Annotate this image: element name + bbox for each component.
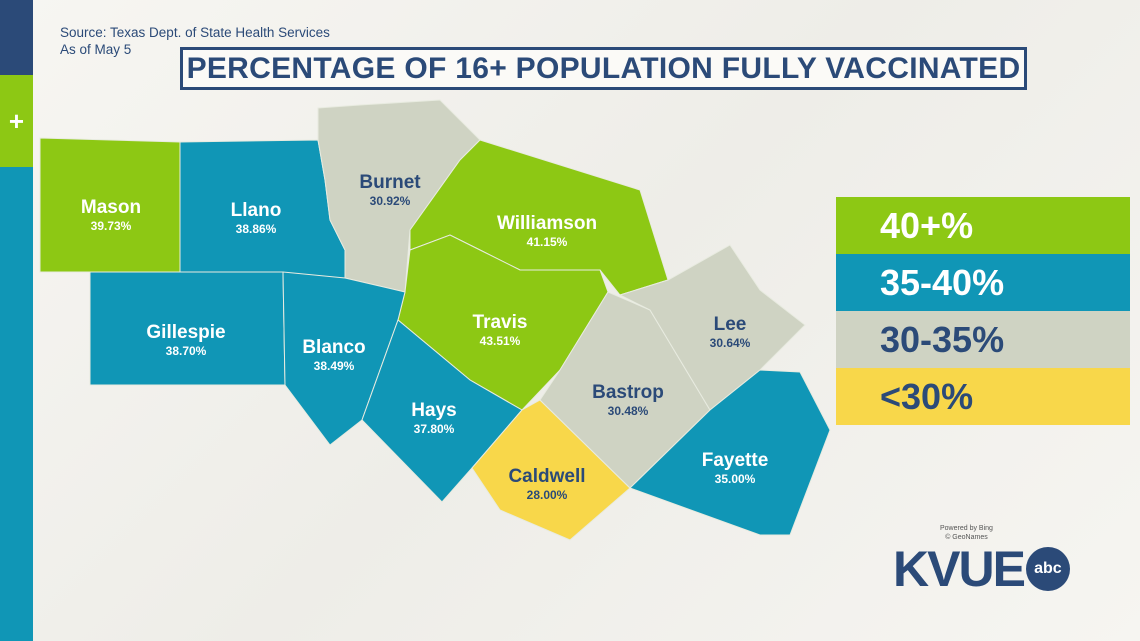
as-of-date: As of May 5 bbox=[60, 42, 132, 57]
county-label-mason: Mason 39.73% bbox=[80, 197, 142, 233]
sidebar-navy-block bbox=[0, 0, 33, 75]
county-label-gillespie: Gillespie 38.70% bbox=[146, 322, 226, 358]
county-label-caldwell: Caldwell 28.00% bbox=[508, 466, 586, 502]
source-text: Source: Texas Dept. of State Health Serv… bbox=[60, 25, 330, 40]
map-credit: Powered by Bing © GeoNames bbox=[940, 524, 993, 542]
county-label-hays: Hays 37.80% bbox=[411, 400, 457, 436]
county-lee bbox=[618, 244, 806, 411]
credit-bing: Powered by Bing bbox=[940, 525, 993, 532]
page-title: PERCENTAGE OF 16+ POPULATION FULLY VACCI… bbox=[180, 47, 1027, 90]
legend-item-30-35: 30-35% bbox=[836, 311, 1130, 368]
legend-item-under-30: <30% bbox=[836, 368, 1130, 425]
county-label-llano: Llano 38.86% bbox=[230, 200, 282, 236]
source-note: Source: Texas Dept. of State Health Serv… bbox=[60, 24, 330, 58]
abc-logo: abc bbox=[1025, 547, 1070, 591]
kvue-logo: KVUE abc bbox=[893, 540, 1070, 598]
legend-item-35-40: 35-40% bbox=[836, 254, 1130, 311]
legend: 40+% 35-40% 30-35% <30% bbox=[836, 197, 1130, 425]
county-label-fayette: Fayette 35.00% bbox=[701, 450, 769, 486]
county-label-travis: Travis 43.51% bbox=[472, 312, 528, 348]
sidebar-teal-block bbox=[0, 167, 33, 641]
county-label-lee: Lee 30.64% bbox=[709, 314, 751, 350]
county-fayette bbox=[629, 369, 831, 536]
county-label-burnet: Burnet 30.92% bbox=[359, 172, 421, 208]
logo-text: KVUE bbox=[893, 541, 1026, 597]
county-label-williamson: Williamson 41.15% bbox=[496, 213, 598, 249]
plus-icon: + bbox=[0, 75, 33, 167]
county-label-bastrop: Bastrop 30.48% bbox=[592, 382, 664, 418]
county-label-blanco: Blanco 38.49% bbox=[302, 337, 366, 373]
sidebar: + bbox=[0, 0, 33, 641]
credit-geonames: © GeoNames bbox=[945, 534, 988, 541]
legend-item-40-plus: 40+% bbox=[836, 197, 1130, 254]
